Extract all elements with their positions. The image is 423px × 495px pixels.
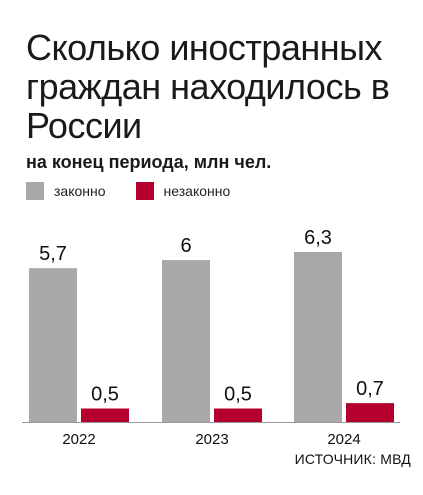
- legend-item-illegal: незаконно: [135, 182, 231, 200]
- data-label-legal-2023: 6: [180, 235, 191, 257]
- bar-legal-2022: [29, 268, 77, 422]
- chart-title: Сколько иностранных граждан находилось в…: [26, 27, 390, 146]
- x-tick-label-2024: 2024: [327, 431, 360, 448]
- legend-label-illegal: незаконно: [163, 183, 231, 199]
- x-tick-label-2022: 2022: [62, 431, 95, 448]
- legend: законно незаконно: [26, 182, 260, 200]
- data-label-illegal-2024: 0,7: [356, 378, 384, 400]
- bar-legal-2023: [162, 260, 210, 422]
- data-label-illegal-2023: 0,5: [224, 384, 252, 406]
- legend-swatch-illegal: [135, 182, 154, 200]
- bar-illegal-2023: [214, 408, 262, 422]
- data-label-legal-2024: 6,3: [304, 227, 332, 249]
- bar-legal-2024: [294, 252, 342, 422]
- data-label-illegal-2022: 0,5: [91, 384, 119, 406]
- chart-subtitle: на конец периода, млн чел.: [26, 152, 272, 172]
- x-tick-label-2023: 2023: [195, 431, 228, 448]
- source-note: ИСТОЧНИК: МВД: [294, 451, 411, 467]
- legend-label-legal: законно: [54, 183, 106, 199]
- data-label-legal-2022: 5,7: [39, 243, 67, 265]
- bar-illegal-2024: [346, 403, 394, 422]
- legend-swatch-legal: [26, 182, 44, 200]
- legend-item-legal: законно: [26, 182, 106, 200]
- bar-illegal-2022: [81, 408, 129, 422]
